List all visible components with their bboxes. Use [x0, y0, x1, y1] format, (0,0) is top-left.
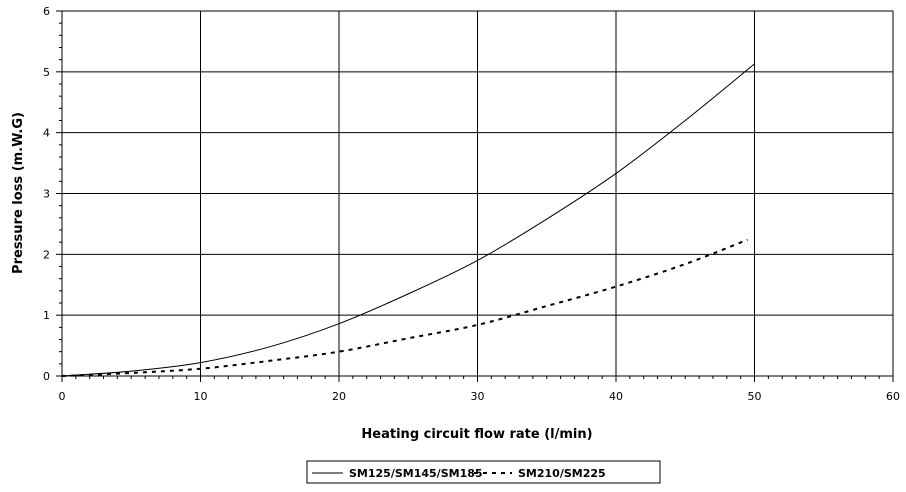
axes	[61, 10, 894, 377]
x-tick-label: 30	[471, 390, 485, 403]
legend-label-series-2: SM210/SM225	[518, 467, 606, 480]
plot-area	[61, 10, 894, 377]
series	[61, 63, 755, 377]
legend-label-series-1: SM125/SM145/SM185	[349, 467, 483, 480]
x-tick-label: 10	[194, 390, 208, 403]
x-axis-title: Heating circuit flow rate (l/min)	[361, 427, 592, 442]
y-tick-label: 5	[43, 66, 50, 79]
y-tick-label: 2	[43, 248, 50, 261]
x-tick-label: 60	[886, 390, 900, 403]
x-tick-label: 40	[609, 390, 623, 403]
y-tick-label: 6	[43, 5, 50, 18]
tick-labels: 0 10 20 30 40 50 60 0 1 2 3 4 5 6	[43, 5, 900, 403]
legend: SM125/SM145/SM185 SM210/SM225	[306, 460, 661, 484]
series-line-2	[61, 238, 748, 377]
x-tick-label: 20	[332, 390, 346, 403]
y-axis-title: Pressure loss (m.W.G)	[11, 112, 26, 274]
series-line-1	[61, 63, 755, 377]
y-tick-label: 4	[43, 127, 50, 140]
y-tick-label: 0	[43, 370, 50, 383]
y-tick-label: 1	[43, 309, 50, 322]
y-tick-label: 3	[43, 188, 50, 201]
x-tick-label: 0	[59, 390, 66, 403]
grid	[62, 11, 893, 376]
x-tick-label: 50	[748, 390, 762, 403]
